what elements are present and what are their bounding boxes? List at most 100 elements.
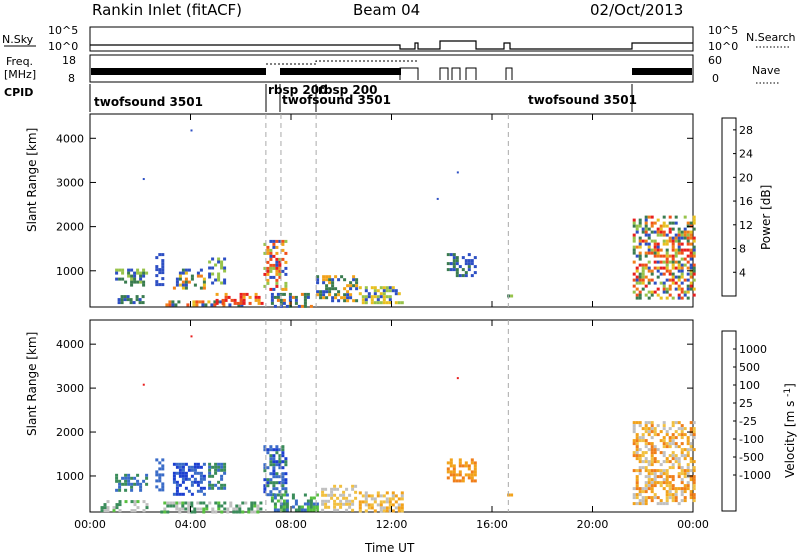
echo-cell bbox=[665, 460, 669, 464]
echo-cell bbox=[650, 436, 654, 440]
echo-cell bbox=[136, 473, 140, 477]
echo-cell bbox=[254, 298, 258, 302]
echo-cell bbox=[449, 473, 453, 477]
echo-cell bbox=[118, 488, 122, 492]
echo-cell bbox=[653, 448, 657, 452]
echo-cell bbox=[343, 296, 347, 300]
echo-cell bbox=[638, 421, 642, 425]
echo-cell bbox=[279, 505, 283, 509]
echo-cell bbox=[653, 281, 657, 285]
echo-cell bbox=[686, 481, 690, 485]
echo-cell bbox=[223, 269, 227, 273]
echo-cell bbox=[330, 490, 334, 494]
echo-cell bbox=[319, 290, 323, 294]
echo-cell bbox=[653, 445, 657, 449]
echo-cell bbox=[668, 445, 672, 449]
echo-cell bbox=[677, 236, 681, 240]
echo-cell bbox=[275, 472, 279, 476]
echo-cell bbox=[278, 266, 282, 270]
echo-cell bbox=[638, 290, 642, 294]
echo-cell bbox=[452, 467, 456, 471]
echo-cell bbox=[662, 439, 666, 443]
echo-cell bbox=[297, 508, 301, 512]
echo-cell bbox=[458, 274, 462, 278]
echo-cell bbox=[650, 454, 654, 458]
echo-cell bbox=[282, 493, 286, 497]
echo-cell bbox=[168, 300, 172, 304]
echo-cell bbox=[656, 230, 660, 234]
echo-cell bbox=[452, 262, 456, 266]
echo-cell bbox=[689, 448, 693, 452]
nsearch-tick-top: 10^5 bbox=[708, 24, 738, 37]
echo-cell bbox=[300, 292, 304, 296]
echo-cell bbox=[217, 278, 221, 282]
freq-band-4 bbox=[632, 68, 692, 75]
echo-cell bbox=[671, 436, 675, 440]
echo-cell bbox=[665, 430, 669, 434]
echo-cell bbox=[127, 274, 131, 278]
echo-cell bbox=[239, 292, 243, 296]
echo-cell bbox=[677, 260, 681, 264]
echo-cell bbox=[220, 504, 224, 508]
echo-cell bbox=[196, 471, 200, 475]
x-axis-label: Time UT bbox=[364, 541, 415, 554]
echo-cell bbox=[674, 490, 678, 494]
echo-cell bbox=[635, 502, 639, 506]
echo-cell bbox=[272, 460, 276, 464]
echo-cell bbox=[686, 221, 690, 225]
echo-cell bbox=[650, 463, 654, 467]
echo-cell bbox=[133, 277, 137, 281]
echo-cell bbox=[644, 218, 648, 222]
echo-cell bbox=[680, 472, 684, 476]
echo-cell bbox=[138, 298, 142, 302]
echo-cell bbox=[686, 472, 690, 476]
echo-cell bbox=[686, 439, 690, 443]
echo-cell bbox=[253, 510, 257, 514]
echo-cell bbox=[142, 280, 146, 284]
echo-cell bbox=[653, 266, 657, 270]
echo-cell bbox=[668, 260, 672, 264]
echo-cell bbox=[674, 496, 678, 500]
echo-cell bbox=[358, 286, 362, 290]
echo-cell bbox=[689, 254, 693, 258]
echo-cell bbox=[452, 470, 456, 474]
echo-cell bbox=[190, 474, 194, 478]
echo-cell bbox=[193, 462, 197, 466]
echo-cell bbox=[199, 507, 203, 511]
echo-point bbox=[142, 178, 145, 181]
echo-cell bbox=[644, 254, 648, 258]
echo-cell bbox=[677, 463, 681, 467]
echo-cell bbox=[303, 298, 307, 302]
echo-cell bbox=[124, 280, 128, 284]
echo-cell bbox=[647, 478, 651, 482]
echo-cell bbox=[379, 292, 383, 296]
echo-cell bbox=[124, 488, 128, 492]
echo-cell bbox=[263, 466, 267, 470]
echo-cell bbox=[229, 501, 233, 505]
echo-cell bbox=[659, 266, 663, 270]
colorbar-tick-label: 100 bbox=[739, 379, 760, 392]
echo-cell bbox=[196, 489, 200, 493]
echo-cell bbox=[686, 260, 690, 264]
echo-cell bbox=[321, 490, 325, 494]
echo-cell bbox=[155, 473, 159, 477]
echo-cell bbox=[245, 292, 249, 296]
echo-cell bbox=[653, 251, 657, 255]
echo-cell bbox=[312, 508, 316, 512]
echo-cell bbox=[190, 504, 194, 508]
echo-cell bbox=[650, 424, 654, 428]
echo-cell bbox=[683, 475, 687, 479]
echo-cell bbox=[269, 266, 273, 270]
echo-cell bbox=[361, 295, 365, 299]
echo-cell bbox=[331, 296, 335, 300]
echo-cell bbox=[155, 479, 159, 483]
echo-cell bbox=[632, 251, 636, 255]
echo-cell bbox=[686, 484, 690, 488]
echo-cell bbox=[211, 483, 215, 487]
echo-cell bbox=[161, 283, 165, 287]
colorbar-frame bbox=[721, 117, 737, 297]
echo-cell bbox=[394, 494, 398, 498]
echo-cell bbox=[692, 239, 696, 243]
echo-cell bbox=[650, 496, 654, 500]
echo-cell bbox=[204, 303, 208, 307]
